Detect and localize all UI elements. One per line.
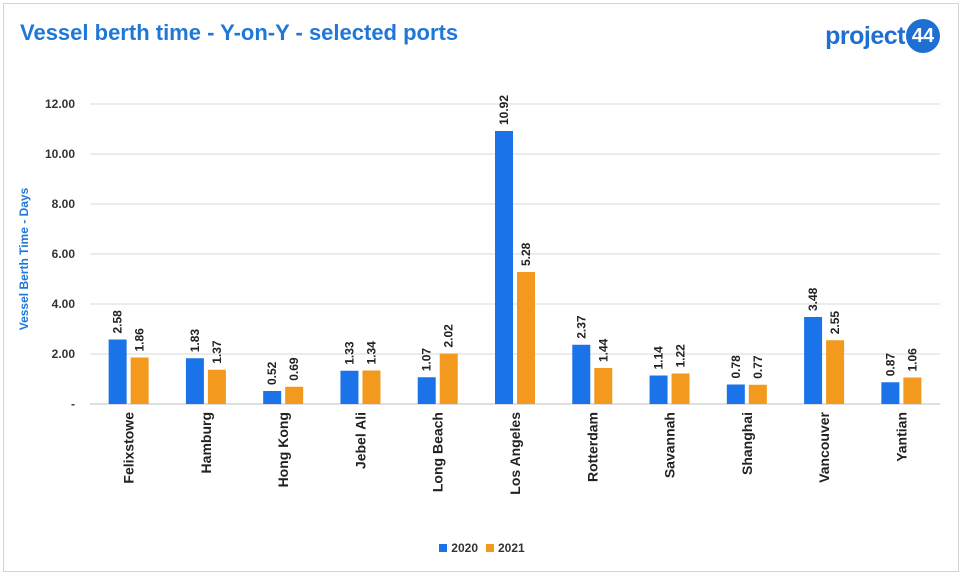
bar-2021 — [671, 373, 690, 404]
logo-badge: 44 — [906, 19, 940, 53]
data-label-2021: 1.22 — [674, 344, 688, 368]
bar-2020 — [340, 370, 359, 404]
data-label-2020: 1.14 — [652, 346, 666, 370]
data-label-2020: 2.37 — [574, 315, 588, 339]
x-tick-label: Felixstowe — [121, 412, 137, 484]
data-label-2021: 2.02 — [442, 324, 456, 348]
bar-2020 — [263, 391, 282, 404]
x-tick-label: Yantian — [893, 412, 909, 462]
data-label-2021: 0.69 — [287, 357, 301, 381]
bar-2021 — [826, 340, 845, 404]
bar-2020 — [572, 344, 591, 404]
chart-frame — [3, 3, 959, 572]
legend-item-2021: 2021 — [486, 541, 525, 555]
y-tick-label: 4.00 — [52, 297, 76, 311]
bar-2021 — [285, 386, 304, 404]
data-label-2021: 1.34 — [364, 341, 378, 365]
bar-2020 — [185, 358, 204, 404]
x-tick-label: Savannah — [662, 412, 678, 478]
data-label-2020: 1.07 — [420, 348, 434, 372]
bar-2020 — [881, 382, 900, 404]
legend: 2020 2021 — [0, 541, 964, 555]
bar-2021 — [439, 353, 458, 404]
data-label-2020: 2.58 — [111, 310, 125, 334]
bar-2020 — [804, 317, 823, 404]
data-label-2020: 1.83 — [188, 329, 202, 353]
y-tick-label: 2.00 — [52, 347, 76, 361]
y-axis-label: Vessel Berth Time - Days — [17, 187, 31, 330]
data-label-2020: 0.87 — [883, 353, 897, 377]
legend-swatch-2021 — [486, 544, 494, 552]
bar-2020 — [108, 339, 127, 404]
data-label-2021: 2.55 — [828, 311, 842, 335]
bar-2020 — [726, 384, 745, 404]
data-label-2021: 0.77 — [751, 355, 765, 379]
y-tick-label: 6.00 — [52, 247, 76, 261]
bar-2020 — [649, 375, 668, 404]
data-label-2020: 3.48 — [806, 287, 820, 311]
project44-logo: project 44 — [825, 18, 940, 54]
data-label-2021: 1.44 — [596, 338, 610, 362]
bar-2020 — [495, 131, 513, 404]
legend-item-2020: 2020 — [439, 541, 478, 555]
y-tick-label: 8.00 — [52, 197, 76, 211]
bar-2021 — [594, 368, 613, 404]
data-label-2020: 1.33 — [342, 341, 356, 365]
x-tick-label: Vancouver — [816, 411, 832, 482]
bar-2021 — [362, 370, 381, 404]
data-label-2020: 10.92 — [497, 95, 511, 125]
data-label-2021: 5.28 — [519, 242, 533, 266]
bar-2021 — [903, 377, 922, 404]
x-tick-label: Jebel Ali — [352, 412, 368, 469]
bar-2021 — [130, 357, 149, 404]
legend-label-2021: 2021 — [498, 541, 525, 555]
legend-label-2020: 2020 — [451, 541, 478, 555]
y-tick-label: 12.00 — [45, 97, 75, 111]
x-tick-label: Long Beach — [430, 412, 446, 492]
y-tick-label: 10.00 — [45, 147, 75, 161]
bar-2020 — [417, 377, 436, 404]
chart-title: Vessel berth time - Y-on-Y - selected po… — [20, 20, 459, 45]
bar-2021 — [748, 384, 767, 404]
bar-2021 — [517, 272, 535, 404]
logo-text: project — [825, 21, 905, 50]
x-tick-label: Los Angeles — [507, 412, 523, 495]
x-tick-label: Shanghai — [739, 412, 755, 475]
data-label-2020: 0.52 — [265, 361, 279, 385]
bar-2021 — [207, 369, 226, 404]
y-tick-label: - — [71, 397, 75, 411]
legend-swatch-2020 — [439, 544, 448, 552]
x-tick-label: Hong Kong — [275, 412, 291, 487]
data-label-2020: 0.78 — [729, 355, 743, 379]
x-tick-label: Hamburg — [198, 412, 214, 473]
x-tick-label: Rotterdam — [584, 412, 600, 482]
data-label-2021: 1.37 — [210, 340, 224, 364]
data-label-2021: 1.06 — [905, 348, 919, 372]
data-label-2021: 1.86 — [133, 328, 147, 352]
